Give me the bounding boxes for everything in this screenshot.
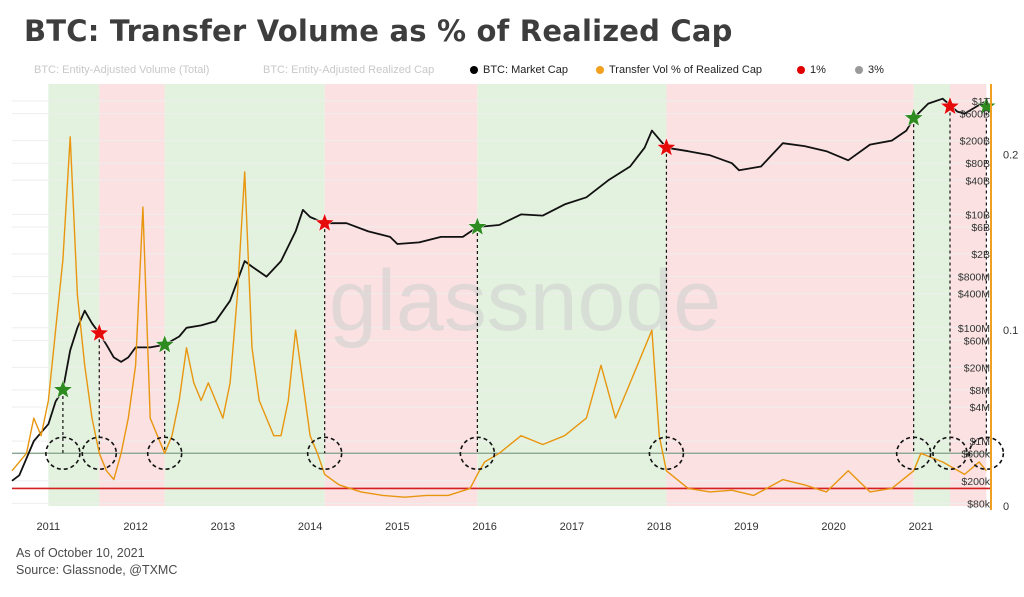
green-star-marker-4 [467, 216, 488, 236]
legend-item-market-cap[interactable]: BTC: Market Cap [470, 64, 568, 76]
regime-zones [48, 84, 987, 506]
x-tick-label-2016: 2016 [472, 521, 496, 533]
legend-market-cap-dot [470, 66, 478, 74]
legend-item-transfer-pct[interactable]: Transfer Vol % of Realized Cap [596, 64, 762, 76]
green-star-marker-0 [52, 379, 74, 399]
red-star-marker-3 [314, 212, 335, 232]
y-left-tick-label-10: $100M [958, 323, 990, 335]
series-market-cap-line [11, 97, 987, 482]
y-left-tick-label-16: $600k [961, 449, 990, 461]
legend-3pct-dot [855, 66, 863, 74]
x-tick-label-2012: 2012 [123, 521, 147, 533]
as-of-date: As of October 10, 2021 [16, 546, 145, 560]
legend-3pct-label: 3% [868, 64, 884, 76]
green-star-marker-8 [976, 95, 997, 116]
chart-legend: BTC: Entity-Adjusted Volume (Total) BTC:… [0, 64, 1024, 82]
x-tick-label-2021: 2021 [909, 521, 933, 533]
red-star-marker-5 [656, 136, 677, 157]
threshold-lines [12, 452, 990, 490]
source-credit: Source: Glassnode, @TXMC [16, 563, 178, 577]
legend-1pct-label: 1% [810, 64, 826, 76]
chart-axes: 2011 2012 2013 2014 2015 2016 2017 2018 2019 2020… [37, 84, 1018, 533]
y-left-tick-label-1: $600B [960, 109, 990, 121]
zone-green-6 [913, 84, 951, 506]
green-star-marker-2 [154, 334, 175, 354]
y-left-tick-label-0: $1T [972, 96, 991, 108]
watermark: glassnode [329, 253, 721, 349]
y-left-tick-label-8: $800M [958, 272, 990, 284]
legend-realized-cap-label: BTC: Entity-Adjusted Realized Cap [263, 64, 435, 76]
chart-footer: As of October 10, 2021 Source: Glassnode… [16, 545, 177, 579]
signal-markers [52, 95, 997, 399]
chart-title: BTC: Transfer Volume as % of Realized Ca… [24, 14, 733, 48]
threshold-circle-5 [648, 436, 685, 471]
y-left-tick-label-6: $6B [971, 222, 990, 234]
threshold-circles [45, 436, 1005, 471]
y-left-tick-label-4: $40B [965, 175, 990, 187]
zone-green-2 [164, 84, 325, 506]
threshold-circle-7 [932, 436, 968, 471]
signal-drop-lines [62, 106, 987, 454]
y-left-tick-label-17: $200k [961, 476, 990, 488]
threshold-circle-0 [45, 436, 81, 471]
legend-entity-volume-label: BTC: Entity-Adjusted Volume (Total) [34, 64, 210, 76]
x-tick-label-2015: 2015 [385, 521, 409, 533]
legend-item-realized-cap[interactable]: BTC: Entity-Adjusted Realized Cap [263, 64, 434, 76]
y-left-tick-label-18: $80k [967, 498, 991, 510]
red-star-marker-7 [939, 95, 961, 116]
x-tick-label-2014: 2014 [298, 521, 322, 533]
zone-red-1 [99, 84, 165, 506]
x-tick-label-2019: 2019 [734, 521, 758, 533]
red-star-marker-1 [89, 322, 110, 342]
x-tick-label-2020: 2020 [821, 521, 845, 533]
series-transfer-pct-line [11, 136, 987, 498]
x-tick-label-2013: 2013 [211, 521, 235, 533]
y-left-tick-label-15: $1M [970, 436, 990, 448]
threshold-circle-8 [968, 436, 1005, 471]
threshold-circle-4 [459, 436, 496, 471]
threshold-circle-3 [306, 436, 343, 471]
x-tick-label-2011: 2011 [37, 521, 61, 533]
y-left-tick-label-13: $8M [970, 385, 990, 397]
x-tick-label-2017: 2017 [560, 521, 584, 533]
zone-red-7 [950, 84, 987, 506]
threshold-circle-6 [895, 436, 932, 471]
legend-transfer-pct-dot [596, 66, 604, 74]
threshold-circle-1 [81, 436, 118, 471]
y-left-tick-label-12: $20M [964, 362, 990, 374]
legend-item-3pct[interactable]: 3% [855, 64, 884, 76]
x-tick-label-2018: 2018 [647, 521, 671, 533]
legend-market-cap-label: BTC: Market Cap [483, 64, 568, 76]
chart-series [11, 97, 987, 498]
zone-red-3 [324, 84, 478, 506]
y-left-tick-label-5: $10B [965, 209, 990, 221]
y-left-tick-label-14: $4M [970, 402, 990, 414]
green-star-marker-6 [903, 107, 924, 127]
legend-item-1pct[interactable]: 1% [797, 64, 826, 76]
zone-green-0 [48, 84, 100, 506]
y-left-tick-label-9: $400M [958, 289, 990, 301]
y-right-tick-label-2: 0.2 [1003, 149, 1018, 161]
zone-green-4 [477, 84, 667, 506]
y-left-tick-label-7: $2B [971, 249, 990, 261]
y-right-tick-label-0: 0 [1003, 501, 1009, 513]
threshold-circle-2 [146, 436, 183, 471]
legend-1pct-dot [797, 66, 805, 74]
legend-transfer-pct-label: Transfer Vol % of Realized Cap [609, 64, 763, 76]
y-left-tick-label-3: $80B [965, 158, 990, 170]
grid-lines [12, 100, 990, 504]
y-left-tick-label-2: $200B [960, 136, 990, 148]
y-right-tick-label-1: 0.1 [1003, 325, 1018, 337]
legend-item-entity-volume[interactable]: BTC: Entity-Adjusted Volume (Total) [34, 64, 209, 76]
y-left-tick-label-11: $60M [964, 335, 990, 347]
